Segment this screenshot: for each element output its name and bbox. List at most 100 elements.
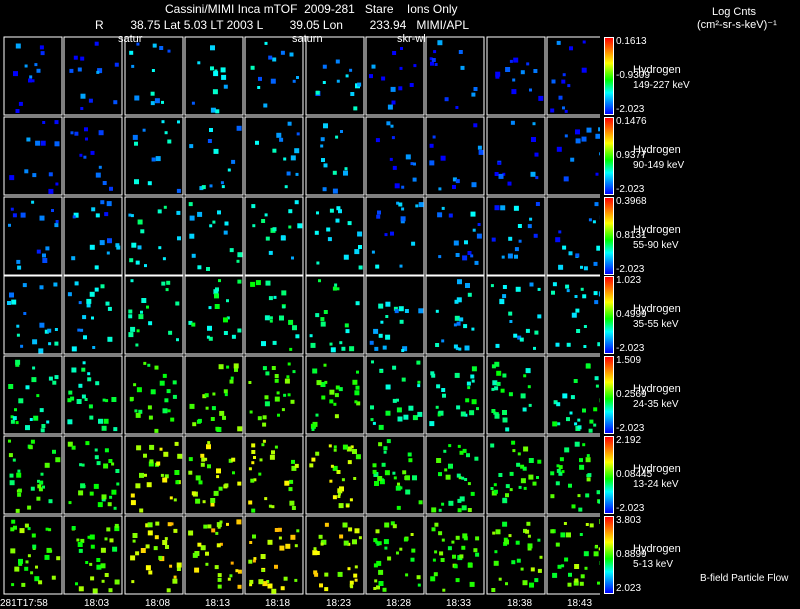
pixel-cell [594, 300, 599, 305]
pixel-cell [561, 470, 565, 474]
pixel-cell [353, 106, 358, 111]
pixel-cell [42, 121, 46, 124]
pixel-cell [471, 379, 475, 383]
pixel-cell [8, 384, 14, 389]
pixel-cell [237, 252, 243, 258]
pixel-cell [175, 480, 180, 485]
pixel-cell [39, 285, 44, 290]
pixel-cell [38, 348, 44, 354]
pixel-cell [352, 539, 357, 545]
pixel-cell [399, 319, 404, 324]
pixel-cell [318, 534, 323, 539]
pixel-cell [497, 161, 501, 165]
pixel-cell [248, 500, 253, 505]
pixel-cell [574, 578, 579, 583]
pixel-cell [493, 489, 498, 494]
pixel-cell [265, 371, 270, 376]
pixel-cell [433, 572, 438, 577]
pixel-cell [535, 176, 539, 180]
pixel-cell [262, 422, 267, 427]
pixel-cell [592, 220, 596, 224]
pixel-cell [324, 587, 329, 592]
pixel-cell [473, 87, 478, 91]
pixel-cell [470, 254, 474, 258]
pixel-cell [315, 90, 320, 95]
pixel-cell [94, 287, 99, 292]
planet-label-1: satur [118, 33, 143, 45]
pixel-cell [400, 47, 403, 50]
pixel-cell [158, 555, 163, 560]
pixel-cell [151, 157, 156, 162]
pixel-cell [295, 334, 300, 339]
pixel-cell [509, 471, 514, 476]
pixel-cell [74, 281, 79, 286]
pixel-cell [77, 542, 83, 547]
pixel-cell [537, 538, 541, 542]
pixel-cell [55, 457, 61, 463]
pixel-cell [248, 381, 252, 384]
pixel-cell [312, 550, 318, 556]
pixel-cell [377, 541, 382, 546]
pixel-cell [501, 255, 505, 259]
image-panel [305, 196, 365, 276]
image-panel [486, 355, 546, 435]
pixel-cell [206, 267, 210, 271]
pixel-cell [12, 458, 16, 462]
pixel-cell [502, 497, 507, 502]
pixel-cell [261, 443, 265, 447]
pixel-cell [84, 398, 88, 401]
pixel-cell [86, 298, 92, 304]
pixel-cell [493, 483, 497, 487]
pixel-cell [398, 86, 403, 91]
pixel-cell [561, 79, 566, 84]
image-panel [546, 36, 600, 116]
species-label: Hydrogen 5-13 keV [633, 543, 681, 570]
pixel-cell [104, 448, 109, 453]
pixel-cell [316, 380, 322, 386]
pixel-cell [17, 265, 22, 270]
pixel-cell [469, 581, 475, 587]
pixel-cell [371, 360, 374, 364]
pixel-cell [401, 185, 405, 189]
pixel-cell [68, 501, 72, 505]
pixel-cell [520, 393, 526, 399]
image-panel [546, 116, 600, 196]
pixel-cell [223, 230, 228, 235]
pixel-cell [217, 577, 222, 582]
pixel-cell [214, 293, 219, 299]
pixel-cell [14, 566, 20, 572]
pixel-cell [291, 465, 297, 471]
pixel-cell [273, 295, 277, 299]
pixel-cell [586, 363, 591, 368]
pixel-cell [496, 381, 501, 386]
pixel-cell [109, 495, 113, 499]
pixel-cell [313, 570, 318, 575]
pixel-cell [268, 55, 273, 60]
pixel-cell [279, 545, 285, 551]
pixel-cell [100, 563, 106, 569]
pixel-cell [320, 144, 324, 148]
pixel-cell [399, 66, 403, 70]
pixel-cell [579, 581, 584, 586]
pixel-cell [382, 345, 387, 350]
pixel-cell [54, 375, 59, 380]
pixel-cell [385, 301, 391, 307]
pixel-cell [100, 547, 106, 553]
pixel-cell [447, 546, 452, 551]
pixel-cell [220, 67, 226, 73]
pixel-cell [569, 46, 573, 51]
pixel-cell [457, 279, 462, 285]
image-panel [305, 36, 365, 116]
pixel-cell [324, 380, 328, 384]
time-tick-label: 18:38 [507, 598, 533, 609]
pixel-cell [204, 457, 208, 461]
pixel-cell [84, 127, 88, 132]
pixel-cell [460, 411, 466, 417]
pixel-cell [534, 152, 539, 157]
pixel-cell [574, 295, 578, 298]
pixel-cell [529, 88, 532, 92]
pixel-cell [431, 373, 436, 378]
pixel-cell [354, 400, 358, 404]
pixel-cell [167, 409, 171, 413]
pixel-cell [46, 547, 52, 553]
